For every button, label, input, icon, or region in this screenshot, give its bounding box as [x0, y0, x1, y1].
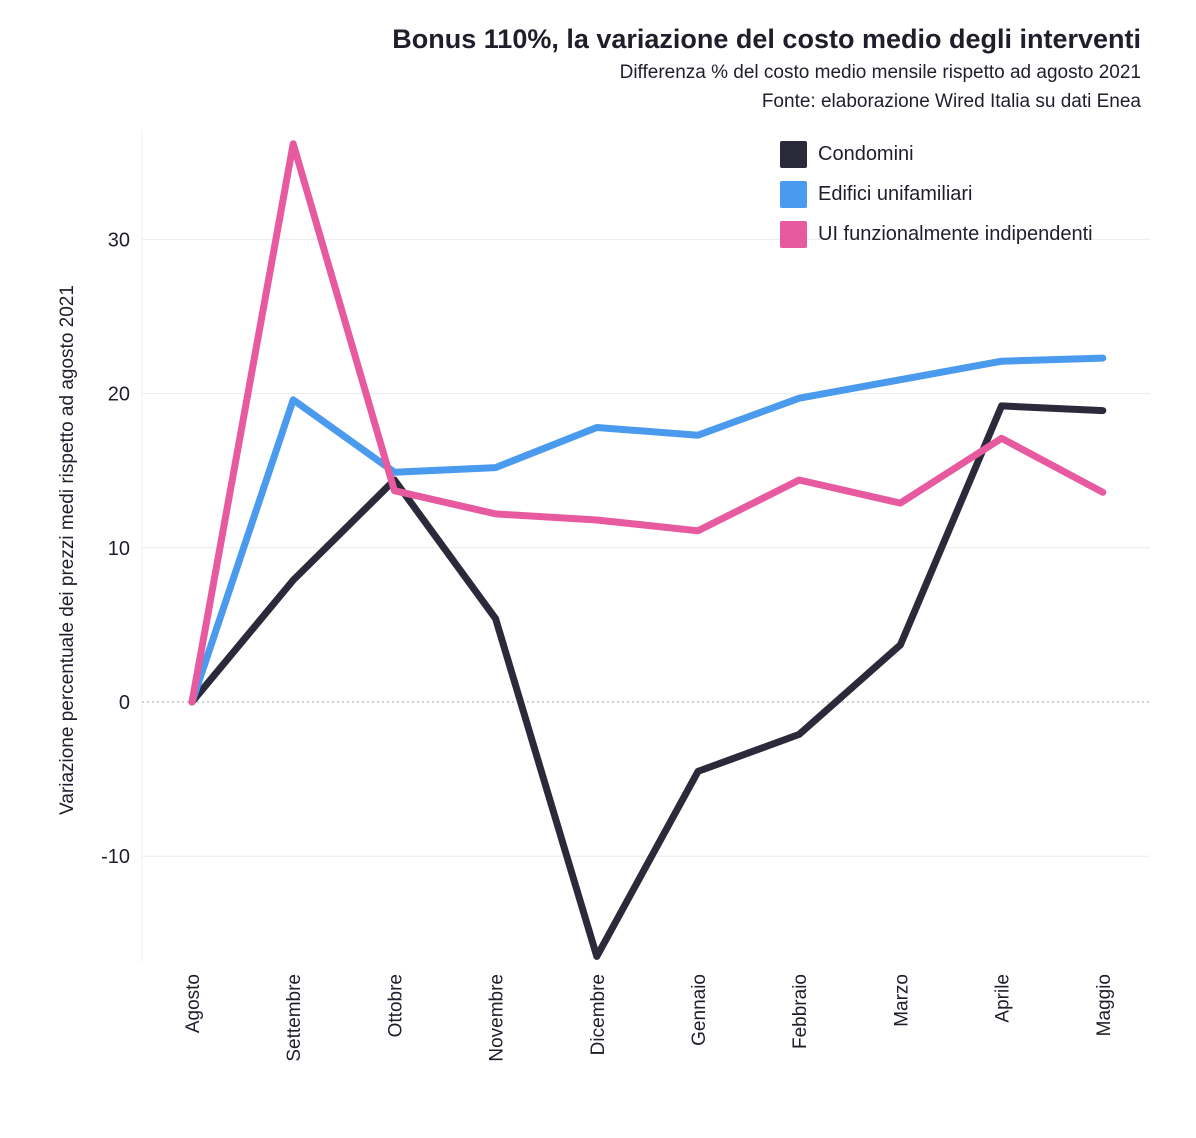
chart-subtitle: Differenza % del costo medio mensile ris… — [619, 62, 1141, 83]
x-tick-label-novembre: Novembre — [487, 974, 508, 1062]
x-tick-label-settembre: Settembre — [284, 974, 305, 1062]
legend-swatch-ui-funzionalmente-indipendenti — [780, 220, 807, 248]
x-tick-label-maggio: Maggio — [1094, 974, 1115, 1036]
x-tick-label-gennaio: Gennaio — [689, 974, 710, 1046]
legend-item-condomini: Condomini — [780, 134, 1093, 174]
series-line-condomini — [188, 402, 1107, 960]
y-tick-label-10: 10 — [108, 538, 130, 560]
x-tick-label-ottobre: Ottobre — [385, 974, 406, 1037]
y-axis-label: Variazione percentuale dei prezzi medi r… — [57, 285, 78, 815]
x-tick-label-febbraio: Febbraio — [790, 974, 811, 1049]
x-tick-label-dicembre: Dicembre — [588, 974, 609, 1055]
y-tick-label-0: 0 — [119, 692, 130, 714]
y-tick-label-20: 20 — [108, 384, 130, 406]
legend-swatch-condomini — [780, 140, 807, 168]
y-tick-label-30: 30 — [108, 229, 130, 251]
legend-swatch-edifici-unifamiliari — [780, 180, 807, 208]
legend: Condomini Edifici unifamiliari UI funzio… — [780, 134, 1093, 254]
chart-source: Fonte: elaborazione Wired Italia su dati… — [761, 91, 1141, 112]
y-tick-label--10: -10 — [101, 846, 130, 868]
x-tick-label-marzo: Marzo — [891, 974, 912, 1027]
legend-label-ui-funzionalmente-indipendenti: UI funzionalmente indipendenti — [818, 222, 1093, 245]
series-line-edifici-unifamiliari — [188, 354, 1107, 706]
legend-label-edifici-unifamiliari: Edifici unifamiliari — [818, 182, 973, 205]
x-tick-label-aprile: Aprile — [993, 974, 1014, 1023]
x-tick-label-agosto: Agosto — [183, 974, 204, 1033]
series-line-ui-funzionalmente-indipendenti — [188, 140, 1107, 706]
legend-label-condomini: Condomini — [818, 142, 914, 165]
legend-item-ui-funzionalmente-indipendenti: UI funzionalmente indipendenti — [780, 214, 1093, 254]
chart-title: Bonus 110%, la variazione del costo medi… — [392, 24, 1141, 54]
legend-item-edifici-unifamiliari: Edifici unifamiliari — [780, 174, 1093, 214]
